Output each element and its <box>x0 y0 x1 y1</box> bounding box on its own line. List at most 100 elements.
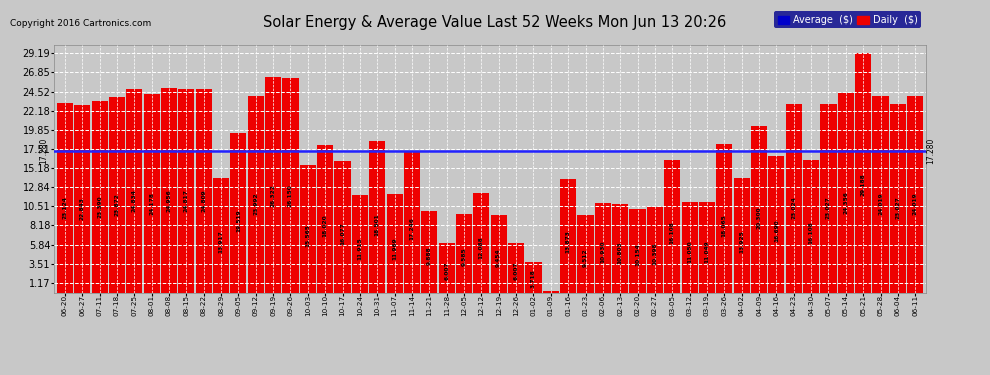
Text: 23.027: 23.027 <box>826 196 831 219</box>
Text: 10.398: 10.398 <box>652 243 657 266</box>
Bar <box>872 96 889 292</box>
Text: 29.188: 29.188 <box>860 174 865 196</box>
Bar <box>526 262 542 292</box>
Text: 22.843: 22.843 <box>80 197 85 220</box>
Bar <box>630 209 645 292</box>
Text: 17.280: 17.280 <box>40 138 49 164</box>
Text: 13.917: 13.917 <box>219 230 224 252</box>
Bar <box>803 160 819 292</box>
Bar <box>144 94 159 292</box>
Bar <box>560 179 576 292</box>
Bar <box>248 96 263 292</box>
Bar <box>473 194 489 292</box>
Bar <box>335 161 350 292</box>
Bar <box>56 103 73 292</box>
Text: 13.925: 13.925 <box>740 230 744 252</box>
Text: 18.501: 18.501 <box>375 213 380 236</box>
Text: 20.300: 20.300 <box>756 206 761 229</box>
Text: 9.512: 9.512 <box>583 248 588 267</box>
Text: 10.154: 10.154 <box>635 244 641 266</box>
Bar <box>907 96 924 292</box>
Text: 12.088: 12.088 <box>479 237 484 259</box>
Bar <box>890 104 906 292</box>
Text: 16.108: 16.108 <box>809 222 814 245</box>
Bar <box>577 214 594 292</box>
Text: Copyright 2016 Cartronics.com: Copyright 2016 Cartronics.com <box>10 19 151 28</box>
Text: 9.585: 9.585 <box>461 248 466 267</box>
Text: 15.565: 15.565 <box>305 224 310 246</box>
Bar <box>178 89 194 292</box>
Bar <box>821 104 837 292</box>
Text: 16.077: 16.077 <box>340 222 346 245</box>
Bar <box>213 178 229 292</box>
Bar <box>699 202 715 292</box>
Bar <box>681 202 698 292</box>
Text: 26.322: 26.322 <box>270 184 275 207</box>
Bar <box>231 132 247 292</box>
Text: 11.969: 11.969 <box>392 237 397 260</box>
Text: 10.930: 10.930 <box>600 241 605 264</box>
Bar <box>508 243 524 292</box>
Text: 11.049: 11.049 <box>705 240 710 263</box>
Text: 23.872: 23.872 <box>115 193 120 216</box>
Bar <box>786 104 802 292</box>
Text: 16.108: 16.108 <box>670 222 675 245</box>
Text: 26.150: 26.150 <box>288 184 293 207</box>
Bar <box>265 77 281 292</box>
Text: 24.834: 24.834 <box>132 189 137 212</box>
Text: 23.992: 23.992 <box>253 193 258 215</box>
Text: 23.390: 23.390 <box>97 195 102 217</box>
Legend: Average  ($), Daily  ($): Average ($), Daily ($) <box>774 12 921 28</box>
Text: 6.007: 6.007 <box>514 261 519 280</box>
Text: 23.124: 23.124 <box>62 196 67 219</box>
Bar <box>421 211 438 292</box>
Text: 10.803: 10.803 <box>618 242 623 264</box>
Bar <box>404 151 420 292</box>
Bar <box>595 203 611 292</box>
Bar <box>751 126 767 292</box>
Bar <box>109 97 125 292</box>
Text: 24.178: 24.178 <box>149 192 154 215</box>
Bar <box>439 243 454 292</box>
Text: 17.280: 17.280 <box>927 138 936 164</box>
Text: 16.690: 16.690 <box>774 220 779 242</box>
Bar <box>91 101 108 292</box>
Bar <box>369 141 385 292</box>
Bar <box>300 165 316 292</box>
Text: 19.519: 19.519 <box>236 209 241 232</box>
Bar <box>612 204 629 292</box>
Text: 3.718: 3.718 <box>531 269 536 288</box>
Text: 18.020: 18.020 <box>323 215 328 237</box>
Text: Solar Energy & Average Value Last 52 Weeks Mon Jun 13 20:26: Solar Energy & Average Value Last 52 Wee… <box>263 15 727 30</box>
Text: 24.817: 24.817 <box>184 189 189 212</box>
Bar <box>838 93 854 292</box>
Bar <box>646 207 663 292</box>
Bar <box>717 144 733 292</box>
Bar <box>161 88 177 292</box>
Text: 23.024: 23.024 <box>791 196 796 219</box>
Text: 17.246: 17.246 <box>410 217 415 240</box>
Text: 9.888: 9.888 <box>427 247 432 266</box>
Text: 24.809: 24.809 <box>201 190 206 212</box>
Bar <box>855 53 871 292</box>
Text: 11.050: 11.050 <box>687 240 692 263</box>
Text: 11.915: 11.915 <box>357 237 362 260</box>
Text: 18.065: 18.065 <box>722 214 727 237</box>
Bar <box>456 214 472 292</box>
Bar <box>196 89 212 292</box>
Bar <box>126 89 143 292</box>
Text: 24.019: 24.019 <box>878 193 883 215</box>
Bar <box>664 160 680 292</box>
Bar <box>351 195 368 292</box>
Bar <box>282 78 299 292</box>
Bar <box>491 215 507 292</box>
Bar <box>74 105 90 292</box>
Text: 13.873: 13.873 <box>565 230 570 253</box>
Bar <box>317 145 334 292</box>
Text: 9.454: 9.454 <box>496 248 501 267</box>
Text: 23.027: 23.027 <box>895 196 900 219</box>
Text: 24.356: 24.356 <box>843 191 848 214</box>
Bar <box>386 194 403 292</box>
Text: 24.019: 24.019 <box>913 193 918 215</box>
Text: 6.007: 6.007 <box>445 261 449 280</box>
